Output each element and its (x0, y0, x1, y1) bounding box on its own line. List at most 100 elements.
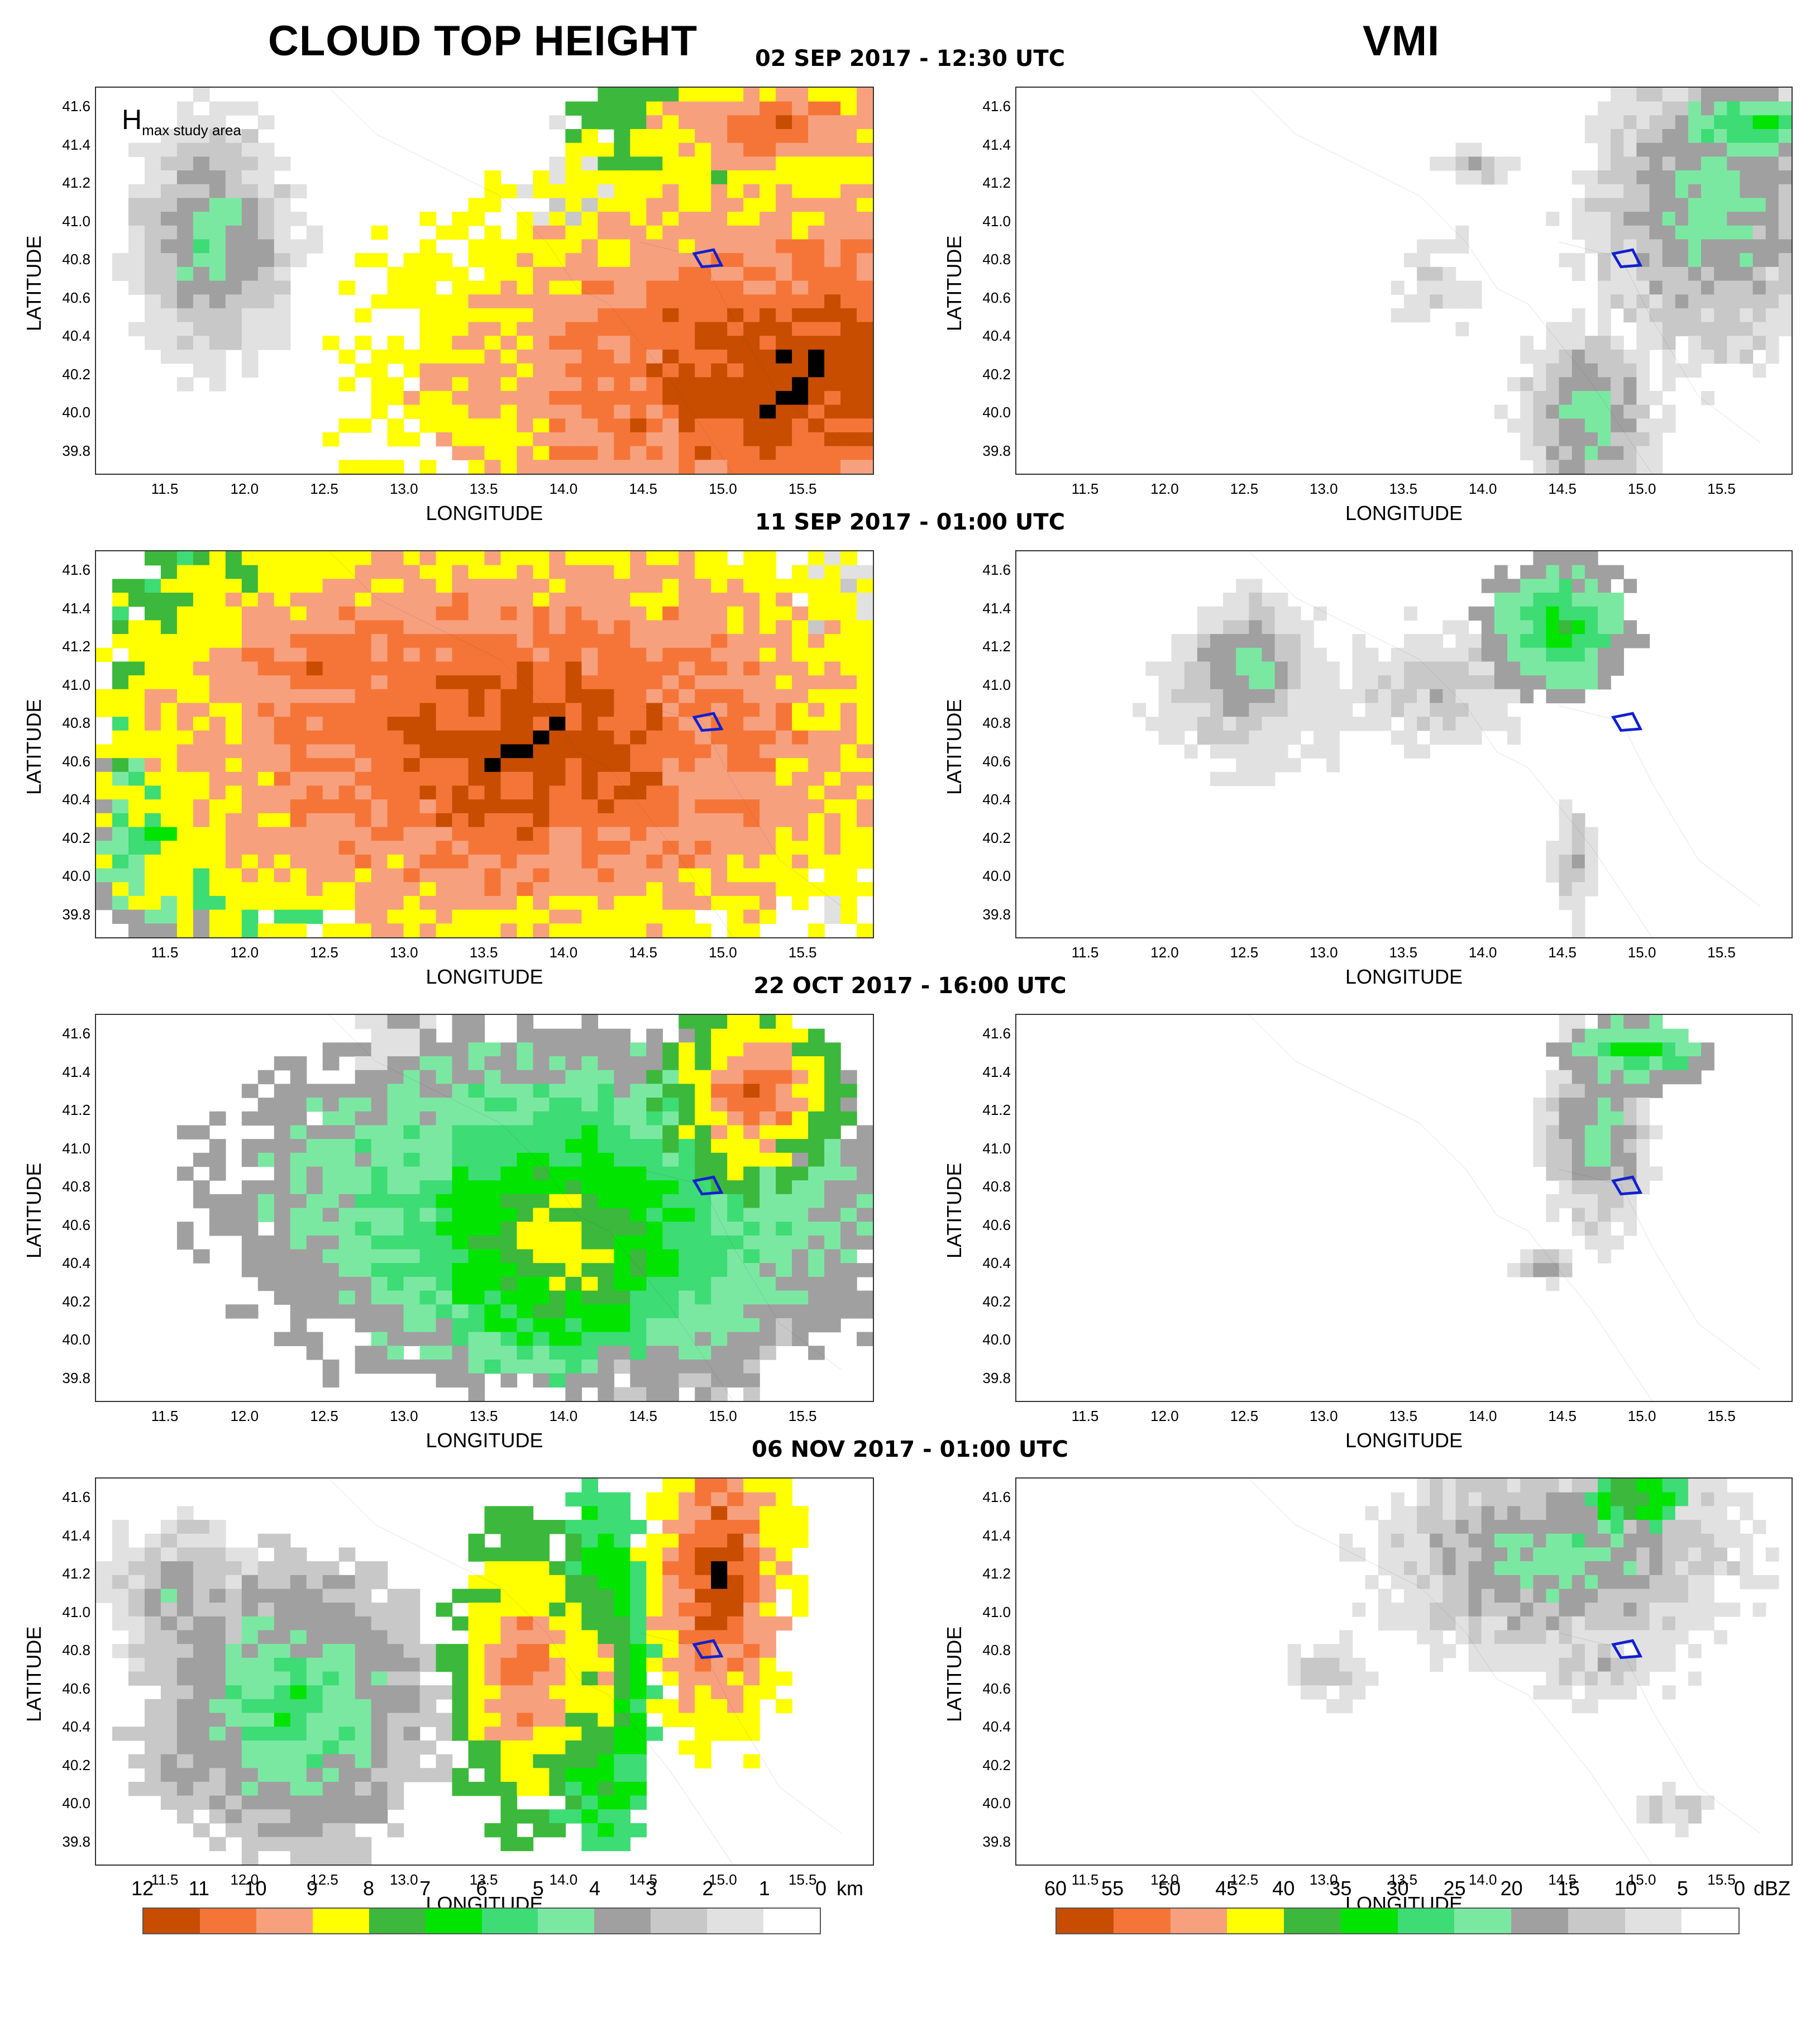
colorbar-tick-label: 5 (532, 1877, 544, 1900)
cth-colorbar (142, 1908, 821, 1934)
latitude-tick-label: 40.2 (982, 1293, 1011, 1310)
colorbar-swatch (1511, 1909, 1568, 1933)
colorbar-swatch (199, 1909, 256, 1933)
latitude-tick-label: 41.0 (62, 212, 90, 230)
latitude-tick-label: 41.4 (982, 136, 1011, 153)
longitude-tick-label: 12.0 (230, 1408, 259, 1424)
latitude-tick-label: 41.6 (62, 561, 90, 578)
latitude-tick-label: 41.2 (982, 1102, 1011, 1118)
latitude-tick-label: 41.6 (982, 1489, 1011, 1505)
longitude-tick-label: 15.5 (788, 1408, 817, 1424)
cth-column-title: CLOUD TOP HEIGHT (268, 17, 698, 65)
longitude-tick-label: 15.0 (1627, 1871, 1656, 1888)
colorbar-swatch (707, 1909, 764, 1933)
colorbar-tick-label: 9 (306, 1877, 318, 1900)
latitude-axis-title: LATITUDE (943, 699, 966, 795)
study-area-outline (692, 1639, 724, 1660)
latitude-tick-label: 41.0 (982, 212, 1011, 230)
colorbar-swatch (369, 1909, 426, 1933)
longitude-tick-label: 14.0 (1468, 944, 1497, 961)
latitude-tick-label: 40.4 (982, 791, 1011, 808)
longitude-tick-label: 13.0 (1310, 1408, 1338, 1424)
longitude-tick-label: 12.0 (1150, 480, 1179, 497)
latitude-tick-label: 41.2 (62, 174, 90, 191)
longitude-tick-label: 14.5 (629, 480, 657, 497)
latitude-axis-title: LATITUDE (943, 1626, 966, 1722)
latitude-tick-label: 40.0 (982, 867, 1011, 884)
colorbar-swatch (1397, 1909, 1455, 1933)
latitude-tick-label: 40.0 (62, 1795, 90, 1811)
study-area-outline (1611, 712, 1643, 732)
latitude-axis-title: LATITUDE (22, 1626, 45, 1722)
longitude-tick-label: 13.5 (469, 1871, 498, 1888)
colorbar-swatch (1170, 1909, 1227, 1933)
latitude-tick-label: 41.4 (62, 136, 90, 153)
colorbar-tick-label: 55 (1101, 1877, 1124, 1900)
colorbar-swatch (1625, 1909, 1682, 1933)
longitude-tick-label: 14.5 (1548, 944, 1577, 961)
latitude-tick-label: 40.2 (982, 365, 1011, 383)
colorbar-tick-label: 1 (758, 1877, 770, 1900)
longitude-tick-label: 15.5 (788, 944, 817, 961)
longitude-tick-label: 15.0 (1627, 480, 1656, 497)
longitude-tick-label: 15.0 (709, 480, 737, 497)
latitude-tick-label: 40.8 (982, 1642, 1011, 1658)
longitude-tick-label: 13.5 (1389, 480, 1418, 497)
vmi-map-row-2 (1015, 550, 1793, 938)
date-row-3: 22 OCT 2017 - 16:00 UTC (753, 973, 1067, 999)
latitude-tick-label: 41.4 (62, 599, 90, 617)
longitude-tick-label: 14.5 (1548, 1408, 1577, 1424)
longitude-tick-label: 15.0 (1627, 1408, 1656, 1424)
latitude-tick-label: 40.4 (62, 327, 90, 344)
cloud-top-height-map-row-4 (95, 1477, 874, 1866)
latitude-tick-label: 40.2 (62, 829, 90, 846)
latitude-tick-label: 41.6 (62, 1489, 90, 1505)
longitude-tick-label: 11.5 (151, 944, 179, 961)
cloud-top-height-map-row-3 (95, 1014, 874, 1402)
latitude-tick-label: 40.6 (982, 752, 1011, 770)
longitude-tick-label: 12.5 (310, 1871, 338, 1888)
longitude-tick-label: 14.0 (1468, 480, 1497, 497)
latitude-tick-label: 39.8 (982, 1369, 1011, 1386)
longitude-tick-label: 12.5 (1230, 944, 1259, 961)
latitude-tick-label: 41.2 (982, 638, 1011, 655)
longitude-tick-label: 11.5 (1071, 944, 1099, 961)
longitude-tick-label: 15.5 (1707, 1408, 1736, 1424)
longitude-tick-label: 11.5 (1071, 1408, 1099, 1424)
study-area-outline (1611, 248, 1643, 269)
latitude-tick-label: 41.4 (982, 1063, 1011, 1080)
study-area-outline (1611, 1175, 1643, 1196)
latitude-tick-label: 40.4 (62, 1255, 90, 1271)
latitude-tick-label: 41.0 (982, 1139, 1011, 1157)
longitude-axis-title: LONGITUDE (1345, 502, 1463, 524)
latitude-tick-label: 40.0 (62, 867, 90, 884)
latitude-tick-label: 41.4 (62, 1527, 90, 1544)
cloud-top-height-map-row-2 (95, 550, 874, 938)
latitude-tick-label: 41.4 (62, 1063, 90, 1080)
coastline (1249, 1015, 1760, 1401)
latitude-tick-label: 40.2 (982, 1756, 1011, 1773)
latitude-tick-label: 40.4 (62, 1718, 90, 1735)
colorbar-swatch (594, 1909, 651, 1933)
latitude-tick-label: 40.6 (982, 1680, 1011, 1697)
latitude-tick-label: 40.8 (62, 1178, 90, 1195)
longitude-tick-label: 15.5 (788, 480, 817, 497)
longitude-tick-label: 13.5 (1389, 944, 1418, 961)
latitude-tick-label: 40.8 (62, 251, 90, 268)
latitude-axis-title: LATITUDE (22, 235, 45, 331)
coastline (329, 1015, 842, 1401)
latitude-tick-label: 41.0 (62, 1139, 90, 1157)
colorbar-tick-label: 7 (419, 1877, 431, 1900)
longitude-tick-label: 11.5 (151, 1871, 179, 1888)
latitude-tick-label: 41.2 (62, 1565, 90, 1582)
longitude-tick-label: 11.5 (1071, 480, 1099, 497)
colorbar-swatch (538, 1909, 595, 1933)
latitude-tick-label: 40.8 (62, 714, 90, 731)
longitude-tick-label: 15.5 (1707, 944, 1736, 961)
colorbar-swatch (1682, 1909, 1738, 1933)
colorbar-tick-label: 6 (476, 1877, 488, 1900)
latitude-tick-label: 39.8 (982, 442, 1011, 459)
latitude-tick-label: 40.2 (62, 1756, 90, 1773)
longitude-tick-label: 14.0 (549, 944, 578, 961)
longitude-tick-label: 12.5 (310, 944, 338, 961)
